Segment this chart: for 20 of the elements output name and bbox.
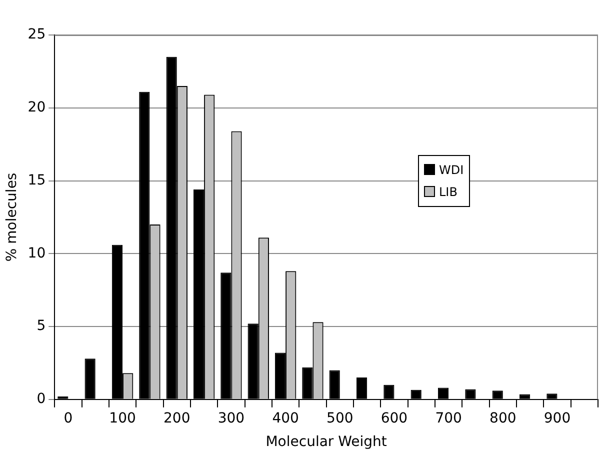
y-tick-label: 5: [36, 318, 46, 334]
x-tick-label: 400: [272, 410, 299, 426]
y-tick-label: 0: [36, 391, 46, 408]
x-tick-label: 200: [164, 410, 190, 426]
x-tick-label: 300: [218, 410, 245, 426]
legend-label: WDI: [438, 162, 464, 179]
x-tick-label: 900: [544, 410, 571, 426]
x-tick-label: 0: [64, 410, 73, 426]
legend-label: LIB: [438, 184, 458, 201]
x-tick-label: 700: [435, 410, 462, 426]
x-tick-label: 800: [490, 410, 516, 426]
y-tick-label: 10: [28, 245, 46, 262]
x-tick-label: 100: [109, 410, 136, 426]
y-tick-label: 20: [28, 100, 46, 116]
y-axis-title: % molecules: [4, 172, 20, 262]
x-tick-label: 600: [380, 410, 408, 426]
y-tick-label: 15: [28, 172, 46, 188]
y-tick-label: 25: [28, 26, 46, 43]
x-axis-title: Molecular Weight: [266, 434, 388, 450]
x-tick-label: 500: [326, 410, 354, 426]
